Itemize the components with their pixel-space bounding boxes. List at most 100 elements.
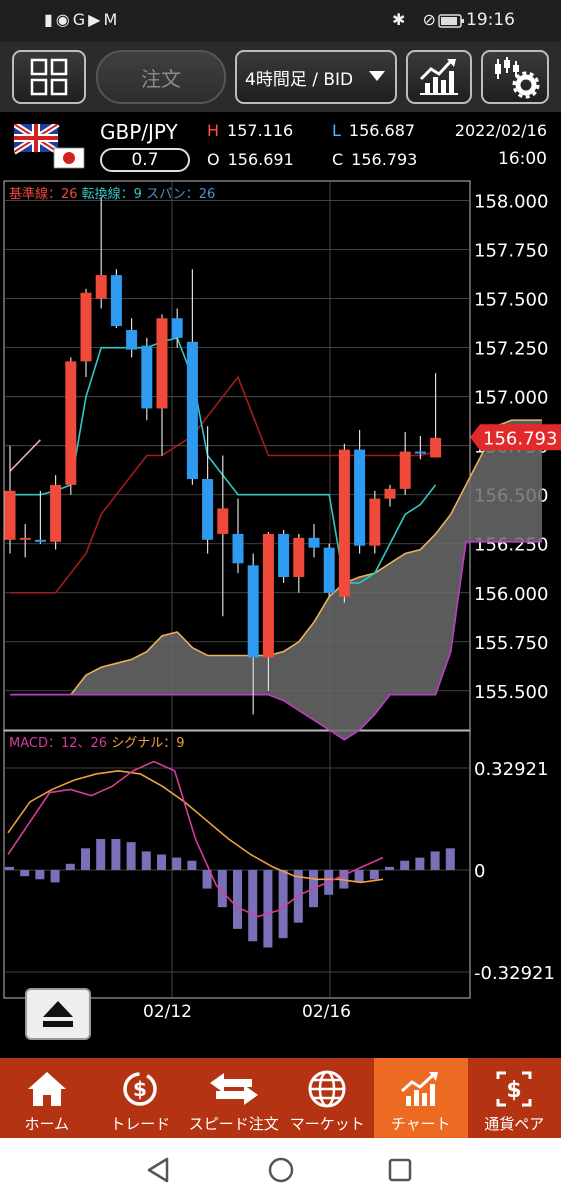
- legend-entry: 転換線：9: [78, 186, 142, 202]
- x-axis-label: 02/12: [143, 1002, 192, 1022]
- macd-histogram-bar: [217, 870, 227, 908]
- gbp-jpy-flag-icon: [14, 124, 85, 169]
- price-panel-frame: [3, 180, 471, 731]
- candle-body: [4, 490, 16, 540]
- span-a-line: [10, 419, 542, 696]
- candle-body: [156, 318, 168, 409]
- y-tick-label: 0.32921: [474, 759, 548, 780]
- candle-body: [80, 292, 92, 362]
- macd-histogram-bar: [5, 866, 14, 870]
- candle-body: [171, 318, 183, 338]
- nav-currency-pair[interactable]: $ 通貨ペア: [468, 1058, 561, 1138]
- candle-body: [338, 449, 350, 597]
- macd-histogram-bar: [141, 851, 151, 870]
- period-label: 4時間足 / BID: [245, 69, 354, 90]
- candle-body: [19, 537, 31, 540]
- macd-legend: MACD：12、26 シグナル：9: [9, 736, 184, 751]
- macd-histogram-bar: [187, 860, 197, 870]
- order-button[interactable]: 注文: [96, 50, 226, 104]
- macd-line: [7, 760, 384, 918]
- status-right-icons: ✱ ⊘: [392, 10, 442, 29]
- current-price-label: 156.793: [483, 428, 557, 449]
- candle-body: [384, 488, 396, 499]
- open-price: O 156.691: [207, 150, 294, 169]
- period-select[interactable]: 4時間足 / BID: [235, 50, 397, 104]
- legend-entry: スパン：26: [142, 187, 215, 202]
- candle-body: [202, 479, 214, 540]
- candle-body: [232, 533, 244, 564]
- nav-chart[interactable]: チャート: [374, 1058, 468, 1138]
- candle-body: [110, 275, 122, 327]
- y-tick-label: 157.750: [474, 241, 548, 262]
- currency-pair-icon: $: [496, 1071, 532, 1107]
- battery-icon: [438, 14, 464, 28]
- macd-histogram-bar: [248, 870, 258, 942]
- y-tick-label: 157.500: [474, 290, 548, 311]
- candle-body: [308, 537, 320, 548]
- macd-histogram-bar: [96, 839, 106, 870]
- collapse-panel-button[interactable]: [25, 988, 91, 1040]
- y-tick-label: 155.750: [474, 633, 548, 654]
- candle-body: [430, 437, 442, 458]
- candle-body: [65, 361, 77, 485]
- globe-icon: [308, 1070, 346, 1108]
- candle-body: [399, 451, 411, 489]
- high-price: H 157.116: [207, 121, 294, 140]
- y-tick-label: 157.000: [474, 388, 548, 409]
- macd-histogram-bar: [35, 870, 45, 880]
- speed-order-icon: [209, 1073, 258, 1105]
- candle-body: [186, 341, 198, 480]
- macd-histogram-bar: [157, 854, 166, 870]
- nav-market[interactable]: マーケット: [281, 1058, 375, 1138]
- macd-histogram-bar: [278, 870, 288, 939]
- candle-body: [126, 330, 138, 350]
- nav-label: トレード: [110, 1115, 171, 1133]
- macd-histogram-bar: [369, 870, 379, 880]
- macd-histogram-bar: [65, 863, 75, 870]
- macd-histogram-bar: [445, 848, 455, 870]
- candle-body: [293, 537, 305, 578]
- candle-body: [34, 539, 46, 542]
- price-chart[interactable]: 158.000 157.750 157.500 157.250 157.000 156.7…: [0, 180, 561, 1058]
- recent-apps-icon[interactable]: [386, 1156, 414, 1184]
- menu-grid-button[interactable]: [12, 50, 86, 104]
- legend-entry: シグナル：9: [107, 736, 184, 751]
- candle-body: [354, 449, 366, 546]
- current-price-tag: [470, 424, 561, 451]
- chart-type-button[interactable]: [406, 50, 472, 104]
- y-tick-label: 155.500: [474, 682, 548, 703]
- candle-body: [414, 451, 426, 454]
- macd-histogram-bar: [126, 842, 136, 870]
- macd-histogram-bar: [50, 870, 60, 883]
- legend-entry: MACD：12、26: [9, 736, 107, 751]
- y-tick-label: 157.250: [474, 339, 548, 360]
- nav-speed-order[interactable]: スピード注文: [187, 1058, 281, 1138]
- y-tick-label: -0.32921: [474, 963, 555, 984]
- low-price: L 156.687: [332, 121, 416, 140]
- macd-histogram-bar: [111, 839, 121, 870]
- nav-label: スピード注文: [188, 1115, 279, 1133]
- macd-histogram-bar: [20, 870, 30, 877]
- nav-trade[interactable]: $ トレード: [94, 1058, 188, 1138]
- nav-label: 通貨ペア: [484, 1115, 545, 1133]
- macd-histogram-bar: [385, 866, 394, 870]
- home-circle-icon[interactable]: [267, 1156, 295, 1184]
- candle-body: [369, 498, 381, 546]
- chart-settings-button[interactable]: [481, 50, 549, 104]
- eject-icon: [43, 1001, 73, 1027]
- back-icon[interactable]: [145, 1156, 173, 1184]
- candle-settings-icon: [495, 57, 540, 99]
- status-left-icons: ▮◉G▶M: [44, 10, 121, 29]
- candle-body: [141, 345, 153, 409]
- candle-body: [217, 508, 229, 534]
- nav-home[interactable]: ホーム: [0, 1058, 94, 1138]
- y-tick-label: 158.000: [474, 192, 548, 213]
- y-tick-label: 156.000: [474, 584, 548, 605]
- chevron-down-icon: [369, 71, 385, 81]
- svg-text:$: $: [507, 1078, 522, 1103]
- nav-label: チャート: [390, 1115, 451, 1133]
- signal-line: [7, 770, 384, 884]
- macd-histogram-bar: [263, 870, 273, 948]
- spread-badge: 0.7: [100, 148, 190, 172]
- legend-entry: 基準線：26: [9, 186, 78, 202]
